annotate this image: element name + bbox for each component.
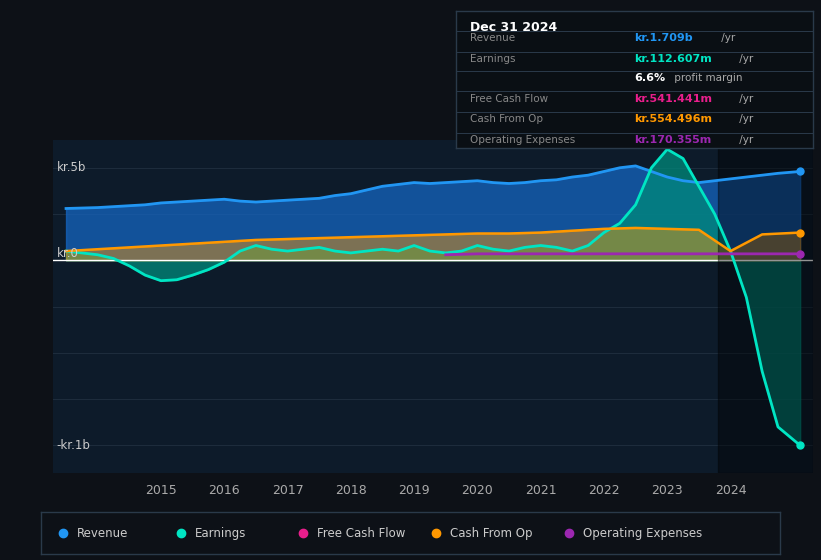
- Text: /yr: /yr: [736, 94, 754, 104]
- Text: Cash From Op: Cash From Op: [450, 527, 532, 540]
- Text: kr.1.709b: kr.1.709b: [635, 33, 693, 43]
- Text: /yr: /yr: [736, 114, 754, 124]
- Text: Revenue: Revenue: [76, 527, 128, 540]
- Text: Free Cash Flow: Free Cash Flow: [470, 94, 548, 104]
- Text: kr.0: kr.0: [57, 248, 78, 260]
- Bar: [718, 140, 813, 473]
- Text: Earnings: Earnings: [195, 527, 246, 540]
- Text: kr.541.441m: kr.541.441m: [635, 94, 713, 104]
- Text: Dec 31 2024: Dec 31 2024: [470, 21, 557, 34]
- Text: profit margin: profit margin: [672, 73, 743, 83]
- Text: Earnings: Earnings: [470, 54, 516, 64]
- Text: 6.6%: 6.6%: [635, 73, 665, 83]
- Text: /yr: /yr: [736, 54, 754, 64]
- Text: /yr: /yr: [736, 135, 754, 144]
- Text: Free Cash Flow: Free Cash Flow: [317, 527, 405, 540]
- Text: -kr.1b: -kr.1b: [57, 439, 90, 452]
- Text: kr.170.355m: kr.170.355m: [635, 135, 712, 144]
- Text: kr.554.496m: kr.554.496m: [635, 114, 713, 124]
- Text: /yr: /yr: [718, 33, 735, 43]
- Text: kr.112.607m: kr.112.607m: [635, 54, 712, 64]
- Text: Operating Expenses: Operating Expenses: [470, 135, 576, 144]
- Text: kr.5b: kr.5b: [57, 161, 86, 174]
- Text: Revenue: Revenue: [470, 33, 515, 43]
- Text: Cash From Op: Cash From Op: [470, 114, 543, 124]
- Text: Operating Expenses: Operating Expenses: [583, 527, 702, 540]
